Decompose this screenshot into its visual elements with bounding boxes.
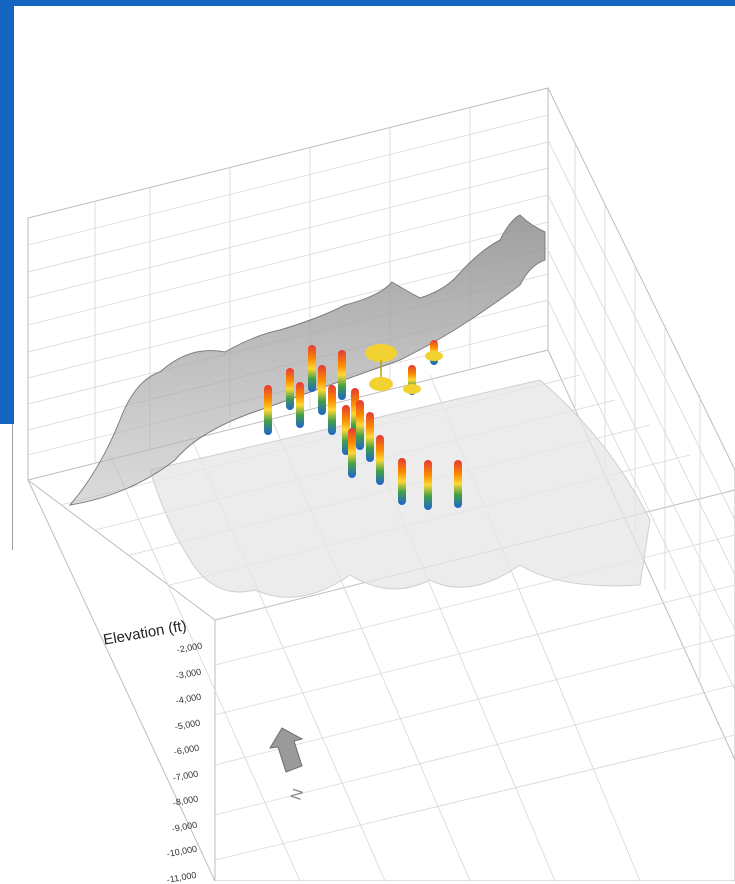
well-column[interactable] — [318, 365, 326, 415]
north-arrow-icon — [269, 727, 304, 773]
window-side-accent-bar — [0, 6, 14, 424]
well-column[interactable] — [286, 368, 294, 410]
well-column[interactable] — [338, 350, 346, 400]
marker-disc-lower[interactable] — [369, 377, 393, 391]
marker-cap-mid[interactable] — [403, 384, 421, 394]
well-column[interactable] — [264, 385, 272, 435]
well-column[interactable] — [424, 460, 432, 510]
right-wall-grid — [547, 139, 735, 691]
marker-disc-upper[interactable] — [365, 344, 397, 362]
window-top-accent-bar — [0, 0, 735, 6]
well-column[interactable] — [296, 382, 304, 428]
well-column[interactable] — [328, 385, 336, 435]
formation-marker-group — [365, 344, 443, 394]
well-column[interactable] — [398, 458, 406, 505]
well-column[interactable] — [308, 345, 316, 392]
well-column[interactable] — [348, 428, 356, 478]
marker-cap-right[interactable] — [425, 351, 443, 361]
well-column[interactable] — [366, 412, 374, 462]
well-column[interactable] — [376, 435, 384, 485]
wells-group — [264, 340, 462, 510]
window-side-divider — [12, 424, 13, 550]
horizon-surface[interactable] — [68, 214, 546, 506]
well-column[interactable] — [454, 460, 462, 508]
well-column[interactable] — [356, 400, 364, 450]
